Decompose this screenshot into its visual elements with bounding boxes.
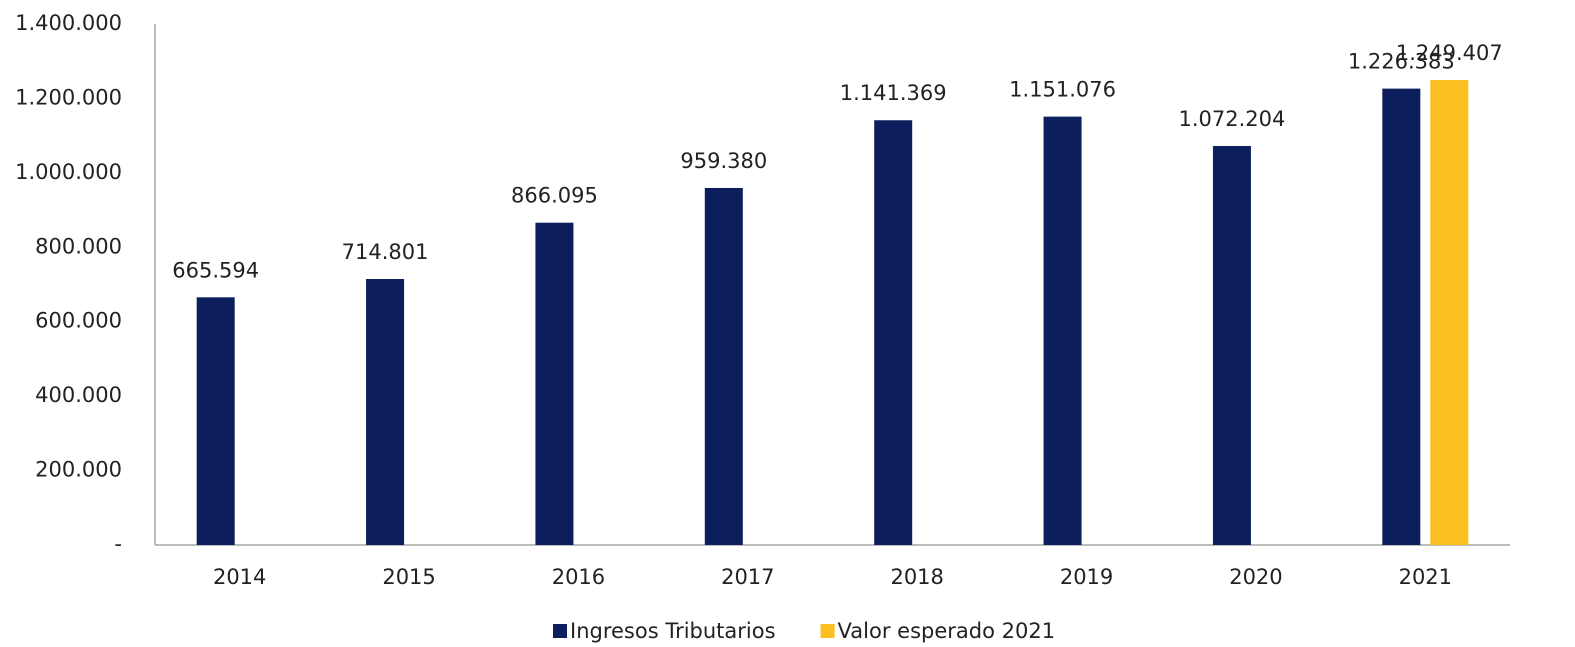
bar <box>874 120 913 545</box>
y-tick-label: 1.000.000 <box>15 160 122 184</box>
bar <box>1043 116 1082 546</box>
x-tick-label: 2018 <box>890 565 943 589</box>
legend-label: Ingresos Tributarios <box>570 619 776 643</box>
legend-label: Valor esperado 2021 <box>838 619 1056 643</box>
bar <box>535 222 574 545</box>
data-label: 959.380 <box>680 149 767 173</box>
data-label: 1.141.369 <box>840 81 947 105</box>
y-tick-label: - <box>114 532 122 556</box>
bar <box>366 278 405 545</box>
x-tick-label: 2015 <box>382 565 435 589</box>
x-tick-label: 2020 <box>1229 565 1282 589</box>
y-tick-label: 200.000 <box>35 458 122 482</box>
bar <box>1212 145 1251 545</box>
data-label: 665.594 <box>172 258 259 282</box>
bar <box>704 187 743 546</box>
bar <box>1382 88 1421 546</box>
bar <box>196 297 235 545</box>
bar <box>1430 80 1469 545</box>
x-tick-label: 2017 <box>721 565 774 589</box>
y-tick-label: 600.000 <box>35 309 122 333</box>
y-tick-label: 400.000 <box>35 383 122 407</box>
data-label: 1.072.204 <box>1178 107 1285 131</box>
legend-swatch <box>553 624 567 638</box>
legend-swatch <box>820 624 835 638</box>
y-tick-label: 800.000 <box>35 234 122 258</box>
x-tick-label: 2016 <box>552 565 605 589</box>
data-label: 1.249.407 <box>1396 41 1503 65</box>
data-label: 714.801 <box>342 240 429 264</box>
data-label: 1.226.383 <box>1348 50 1455 74</box>
data-label: 1.151.076 <box>1009 78 1116 102</box>
y-tick-label: 1.200.000 <box>15 85 122 109</box>
data-label: 866.095 <box>511 184 598 208</box>
y-tick-label: 1.400.000 <box>15 11 122 35</box>
x-tick-label: 2014 <box>213 565 266 589</box>
x-tick-label: 2021 <box>1399 565 1452 589</box>
x-tick-label: 2019 <box>1060 565 1113 589</box>
